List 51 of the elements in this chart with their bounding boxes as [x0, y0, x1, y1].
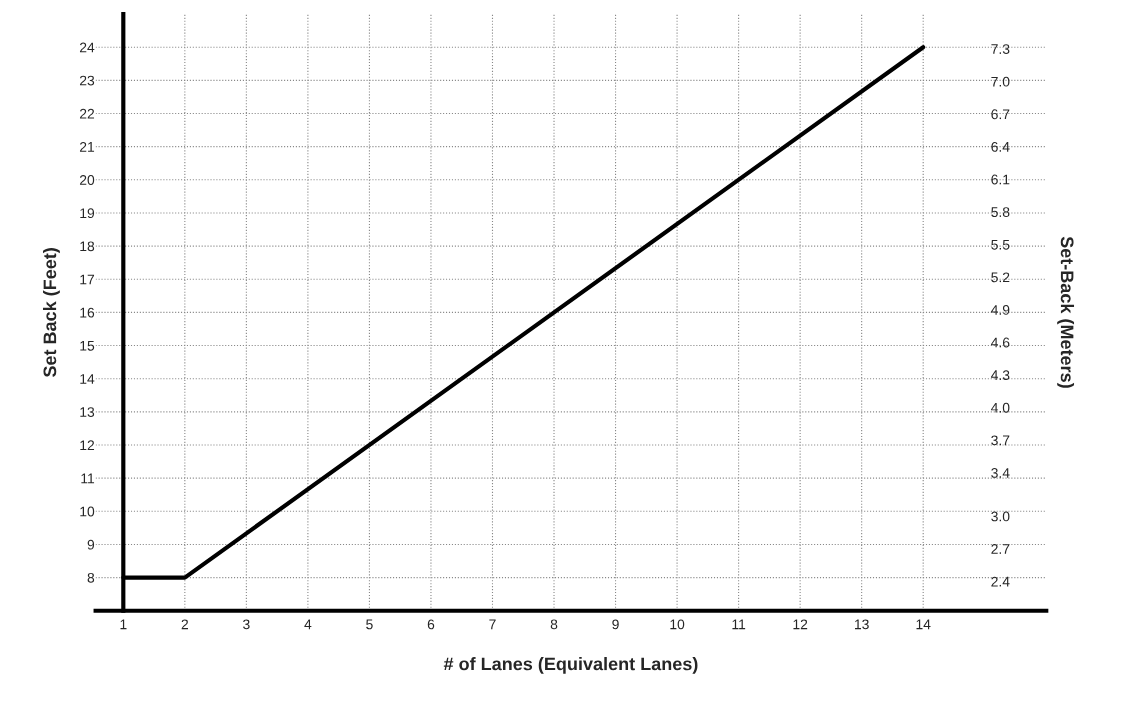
x-tick-label: 1 — [120, 619, 127, 630]
y2-tick-label: 7.0 — [991, 76, 1010, 87]
y2-tick-label: 6.7 — [991, 109, 1010, 120]
y-tick-label: 15 — [80, 341, 95, 351]
x-tick-label: 13 — [855, 619, 869, 630]
y-tick-label: 21 — [79, 141, 95, 152]
y2-tick-label: 7.3 — [991, 44, 1010, 54]
y2-tick-label: 4.3 — [991, 370, 1010, 381]
x-tick-label: 10 — [670, 619, 685, 630]
y2-tick-label: 3.7 — [991, 435, 1010, 446]
y2-tick-label: 4.0 — [991, 402, 1010, 413]
x-tick-label: 2 — [181, 619, 189, 630]
y2-tick-label: 5.8 — [991, 207, 1010, 218]
y-tick-label: 12 — [80, 440, 95, 451]
y2-tick-label: 5.2 — [991, 272, 1010, 283]
x-tick-label: 6 — [427, 619, 435, 630]
y-tick-label: 20 — [79, 175, 95, 185]
x-tick-label: 5 — [366, 619, 373, 630]
y-tick-label: 14 — [80, 374, 95, 384]
x-tick-label: 12 — [793, 619, 808, 630]
x-tick-label: 3 — [243, 619, 250, 630]
y2-tick-label: 3.4 — [991, 468, 1010, 478]
y2-tick-label: 6.1 — [991, 174, 1010, 185]
y-tick-label: 24 — [79, 42, 95, 53]
y-tick-label: 16 — [80, 307, 95, 318]
y2-tick-label: 6.4 — [991, 141, 1010, 152]
y-tick-label: 18 — [80, 241, 95, 252]
y-axis-title: Set Back (Feet) — [43, 248, 60, 378]
y-tick-label: 17 — [80, 274, 95, 285]
y-tick-label: 11 — [81, 473, 95, 484]
x-tick-label: 9 — [612, 619, 619, 630]
x-tick-label: 8 — [550, 619, 558, 630]
y-tick-label: 23 — [79, 75, 95, 86]
x-tick-label: 14 — [916, 619, 931, 630]
y2-tick-label: 4.6 — [991, 337, 1010, 348]
x-tick-label: 4 — [304, 619, 312, 630]
y-tick-label: 10 — [80, 506, 95, 517]
x-tick-label: 7 — [489, 619, 496, 630]
y-tick-label: 13 — [80, 407, 95, 418]
x-tick-label: 11 — [732, 619, 746, 630]
y2-tick-label: 3.0 — [991, 511, 1010, 522]
x-axis-title: # of Lanes (Equivalent Lanes) — [443, 657, 698, 674]
y-tick-label: 22 — [79, 108, 95, 119]
y2-axis-title: Set-Back (Meters) — [1057, 236, 1075, 388]
y2-tick-label: 2.7 — [991, 544, 1010, 554]
y2-tick-label: 5.5 — [991, 239, 1010, 250]
y-tick-label: 19 — [80, 208, 95, 219]
y-tick-label: 8 — [87, 572, 95, 583]
y2-tick-label: 4.9 — [991, 305, 1010, 315]
y-tick-label: 9 — [87, 539, 95, 550]
y2-tick-label: 2.4 — [991, 576, 1010, 587]
